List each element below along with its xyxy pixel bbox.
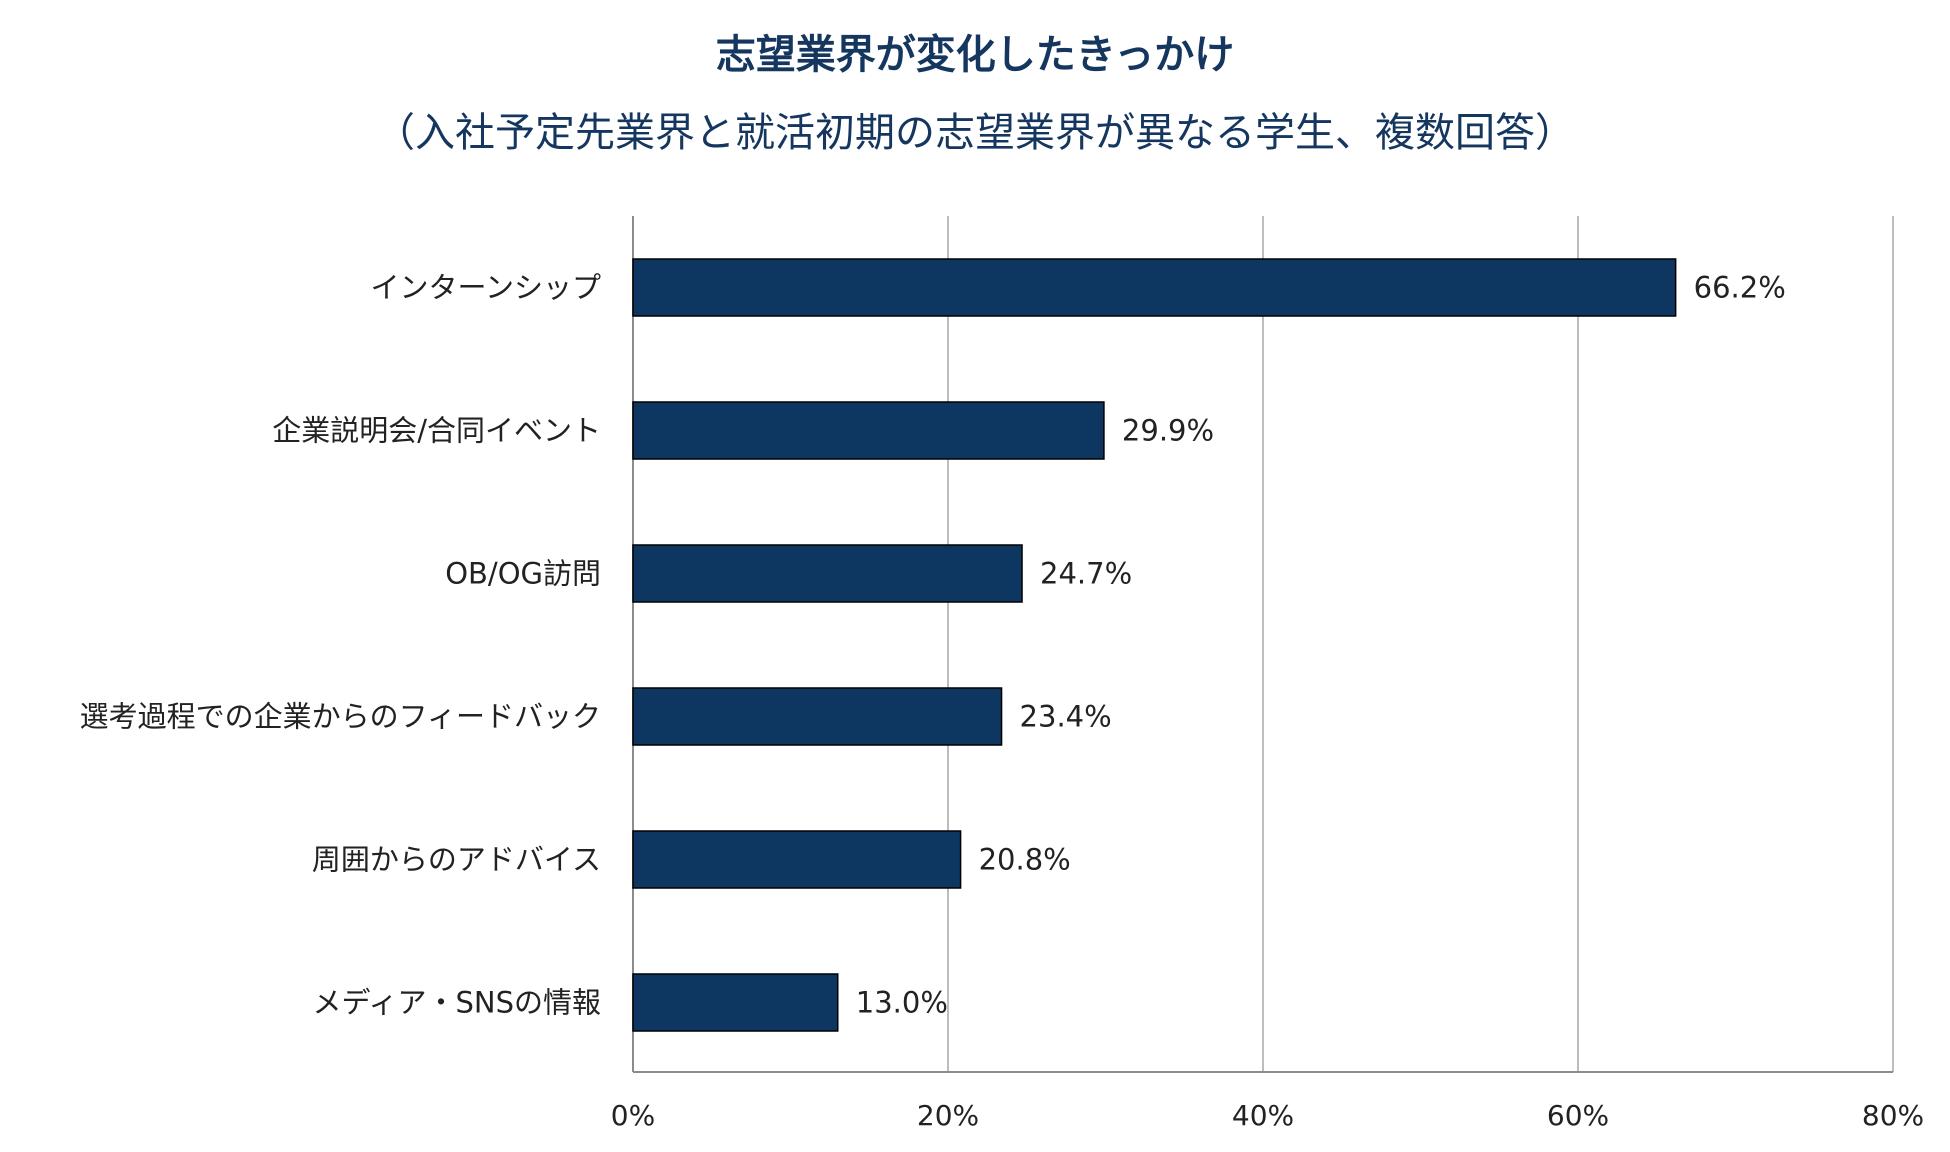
x-tick-label: 20% [917, 1099, 979, 1132]
bar [632, 687, 1003, 746]
chart-title: 志望業界が変化したきっかけ [715, 32, 1235, 78]
x-tick-label: 60% [1547, 1099, 1609, 1132]
data-label: 24.7% [1040, 557, 1132, 591]
bar [632, 973, 839, 1032]
data-label: 13.0% [856, 986, 948, 1020]
bar [632, 401, 1105, 460]
bar [632, 544, 1023, 603]
data-label: 23.4% [1020, 700, 1112, 734]
category-label: 周囲からのアドバイス [312, 843, 601, 877]
bar [632, 830, 962, 889]
data-label: 20.8% [979, 843, 1071, 877]
x-tick-label: 40% [1232, 1099, 1294, 1132]
chart-subtitle: （入社予定先業界と就活初期の志望業界が異なる学生、複数回答） [375, 110, 1575, 156]
category-label: インターンシップ [370, 271, 601, 305]
bar [632, 258, 1677, 317]
x-tick-label: 80% [1862, 1099, 1924, 1132]
data-label: 29.9% [1122, 414, 1214, 448]
category-label: 選考過程での企業からのフィードバック [80, 700, 601, 734]
category-label: OB/OG訪問 [445, 557, 601, 591]
category-label: メディア・SNSの情報 [313, 986, 601, 1020]
data-label: 66.2% [1694, 271, 1786, 305]
x-tick-label: 0% [611, 1099, 655, 1132]
category-label: 企業説明会/合同イベント [272, 414, 601, 448]
